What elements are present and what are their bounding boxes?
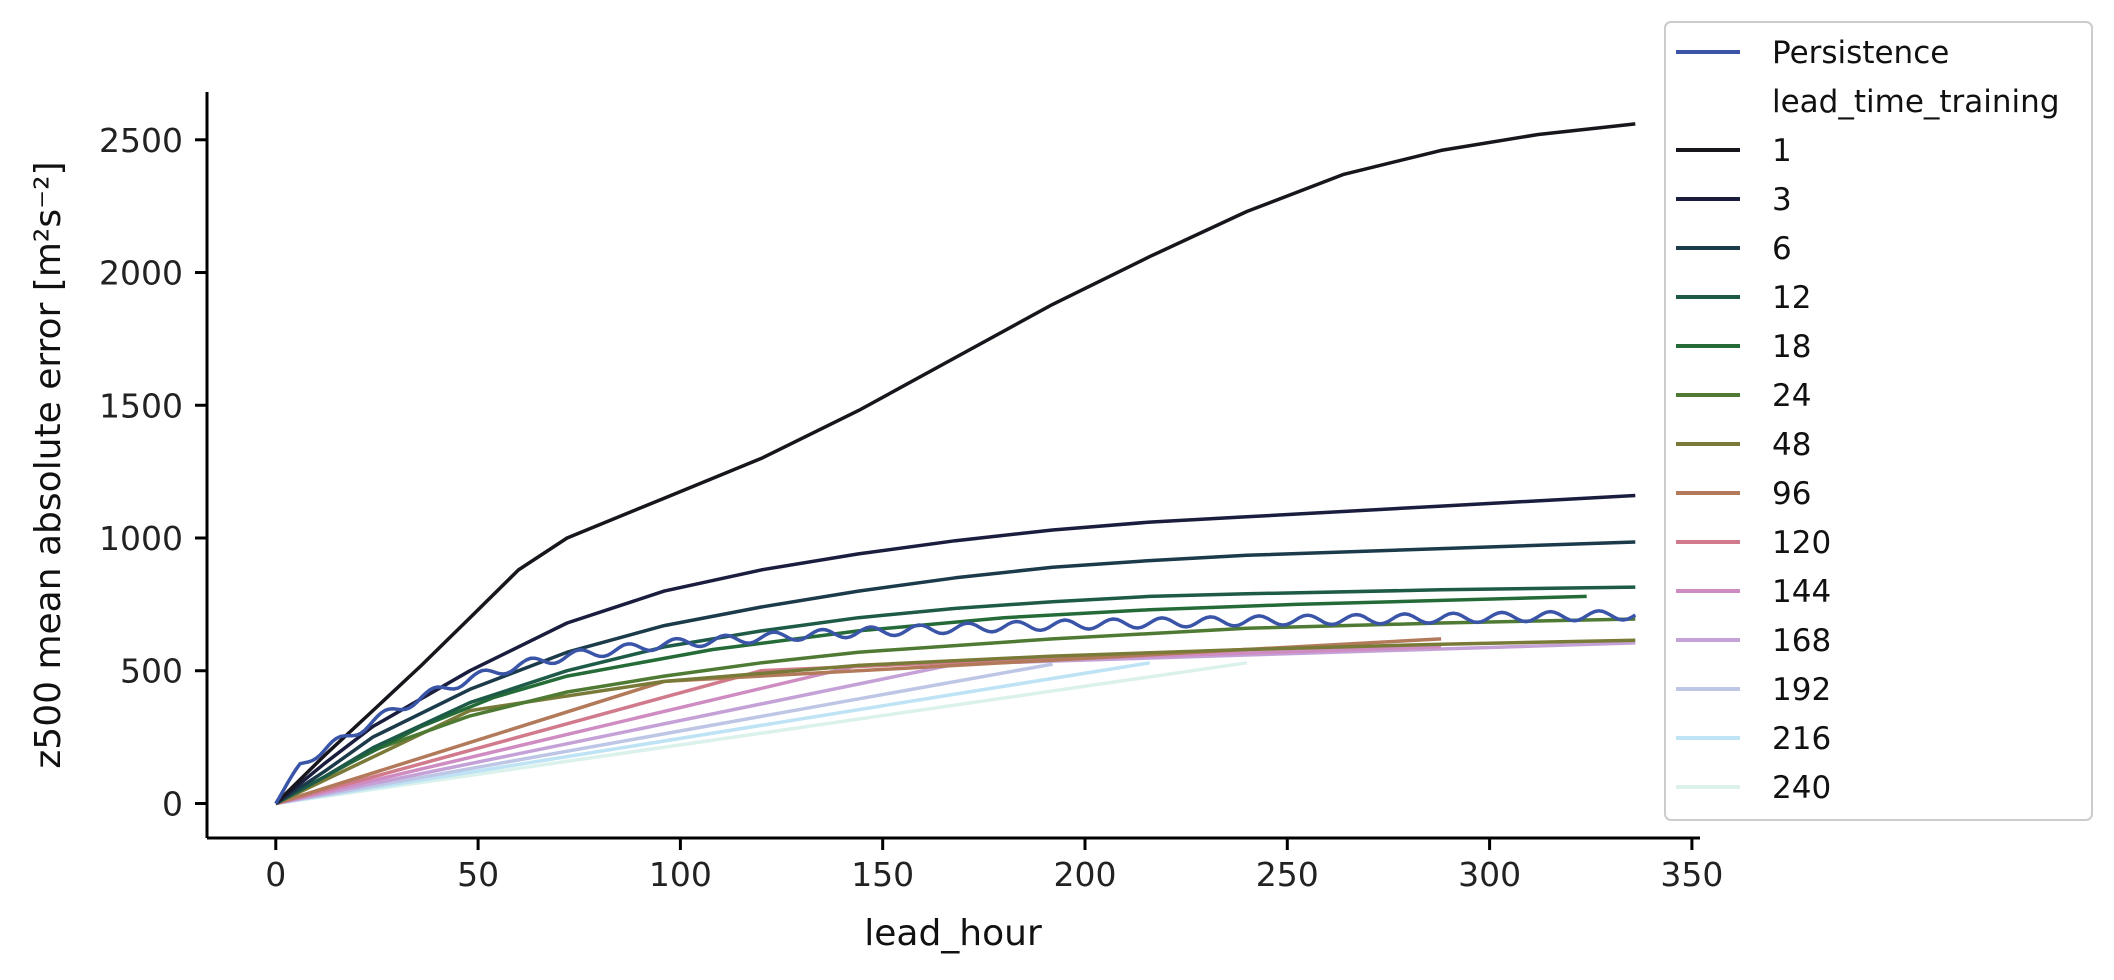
plot-lines (274, 122, 1637, 806)
legend-items: Persistence lead_time_training 1 3 6 12 18 24 48… (1676, 35, 2060, 806)
y-ticks: 0 500 1000 1500 2000 2500 (99, 121, 207, 823)
series-line-1 (274, 122, 1636, 805)
legend-label: 96 (1772, 476, 1811, 512)
legend-label: 6 (1772, 231, 1792, 267)
x-tick-label: 50 (457, 855, 499, 894)
legend-label: 168 (1772, 623, 1831, 659)
y-tick-label: 500 (120, 652, 183, 691)
legend-label: 12 (1772, 280, 1811, 316)
x-ticks: 0 50 100 150 200 250 300 350 (265, 838, 1723, 894)
x-tick-label: 150 (851, 855, 914, 894)
series-line-216 (275, 661, 1150, 806)
legend-label: 120 (1772, 525, 1831, 561)
y-tick-label: 1500 (99, 386, 183, 425)
series-line-192 (275, 662, 1053, 806)
y-tick-label: 1000 (99, 519, 183, 558)
series-line-6 (274, 540, 1636, 805)
series-line-3 (274, 493, 1636, 805)
legend-label: 3 (1772, 182, 1792, 218)
y-tick-label: 0 (162, 784, 183, 823)
series-line-48 (275, 638, 1636, 806)
legend-frame (1664, 21, 2093, 821)
x-axis-label: lead_hour (864, 913, 1042, 954)
x-tick-label: 300 (1458, 855, 1521, 894)
series-line-persistence (274, 609, 1637, 805)
x-tick-label: 350 (1660, 855, 1723, 894)
y-tick-label: 2500 (99, 121, 183, 160)
y-axis-label: z500 mean absolute error [m²s⁻²] (28, 161, 69, 768)
legend-label: 1 (1772, 133, 1792, 169)
x-tick-label: 0 (265, 855, 286, 894)
x-tick-label: 200 (1053, 855, 1116, 894)
y-tick-label: 2000 (99, 254, 183, 293)
legend-label: Persistence (1772, 35, 1949, 71)
series-line-24 (274, 617, 1636, 806)
legend-label: 240 (1772, 770, 1831, 806)
legend-label: 144 (1772, 574, 1831, 610)
series-line-240 (275, 661, 1248, 806)
legend-label: 216 (1772, 721, 1831, 757)
x-tick-label: 250 (1256, 855, 1319, 894)
legend-label: 48 (1772, 427, 1811, 463)
legend-label: 18 (1772, 329, 1811, 365)
x-tick-label: 100 (649, 855, 712, 894)
axes: 0 50 100 150 200 250 300 350 0 500 1000 1500 2000 25… (99, 92, 1723, 894)
legend-label: 192 (1772, 672, 1831, 708)
series-line-12 (274, 585, 1636, 806)
legend-label: 24 (1772, 378, 1811, 414)
legend: Persistence lead_time_training 1 3 6 12 18 24 48… (1664, 21, 2093, 821)
legend-label: lead_time_training (1772, 84, 2060, 120)
